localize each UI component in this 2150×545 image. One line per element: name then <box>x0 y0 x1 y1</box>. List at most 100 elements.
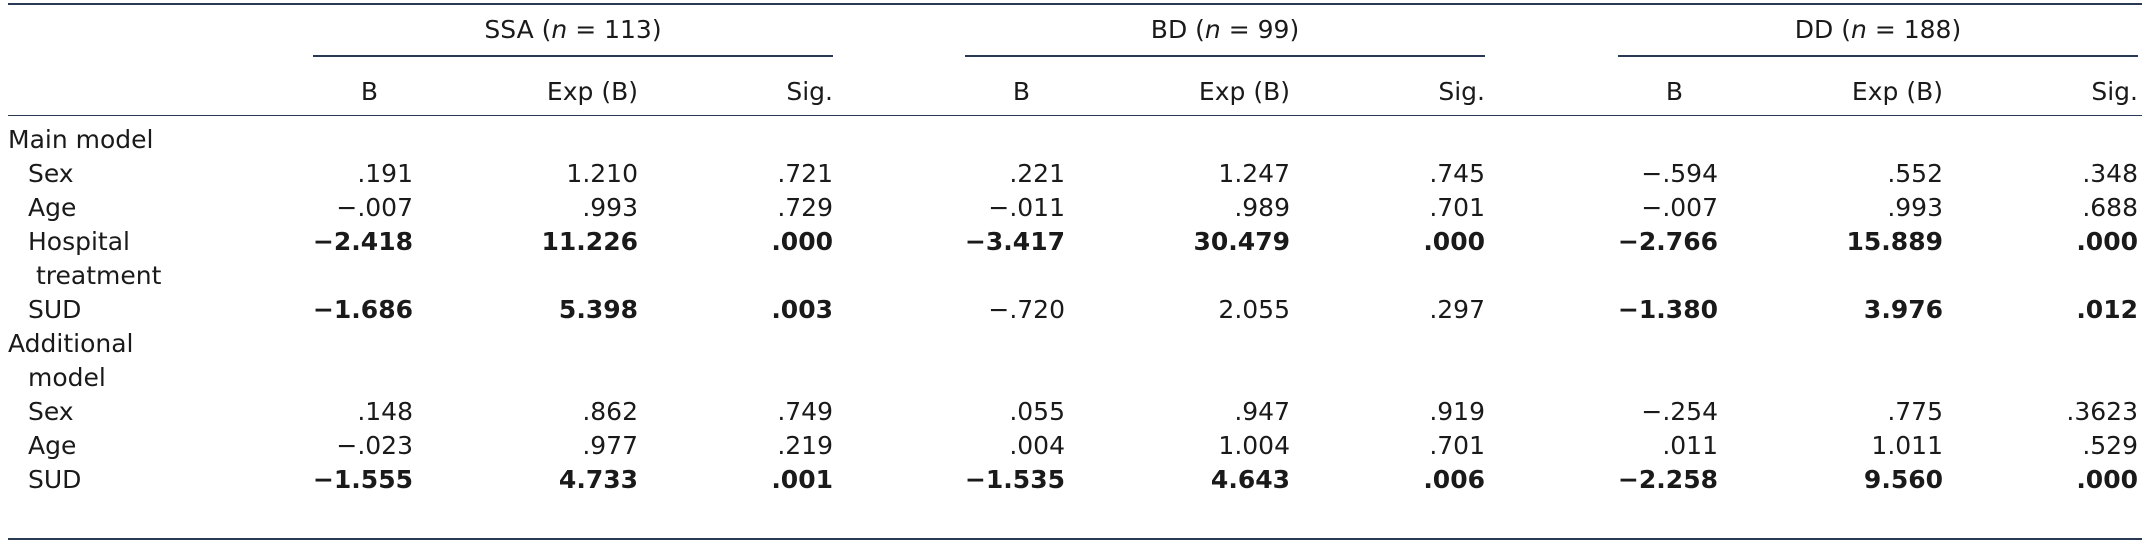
regression-table: SSA (n = 113) BD (n = 99) DD (n = 188) B… <box>8 0 2142 545</box>
group-header-bd: BD (n = 99) <box>1150 15 1300 44</box>
table-cell: .919 <box>1429 397 1485 426</box>
table-cell: .055 <box>1009 397 1065 426</box>
table-cell: .947 <box>1234 397 1290 426</box>
group-rule-ssa <box>313 55 833 57</box>
table-cell: −2.258 <box>1617 465 1718 494</box>
col-header-expb: Exp (B) <box>1198 77 1290 106</box>
table-cell: .688 <box>2082 193 2138 222</box>
table-cell: −2.418 <box>312 227 413 256</box>
table-cell: .000 <box>1423 227 1485 256</box>
table-cell: .993 <box>1887 193 1943 222</box>
table-cell: −.023 <box>336 431 413 460</box>
table-cell: −2.766 <box>1617 227 1718 256</box>
row-label-cont: treatment <box>36 261 162 290</box>
group-header-dd: DD (n = 188) <box>1794 15 1962 44</box>
table-cell: .006 <box>1423 465 1485 494</box>
row-label: Age <box>28 193 77 222</box>
table-cell: −1.686 <box>312 295 413 324</box>
col-header-expb: Exp (B) <box>1851 77 1943 106</box>
section-title: Additional <box>8 329 134 358</box>
table-cell: 4.733 <box>558 465 638 494</box>
col-header-b: B <box>360 77 378 106</box>
table-cell: −.007 <box>336 193 413 222</box>
col-header-b: B <box>1012 77 1030 106</box>
header-rule <box>8 115 2142 116</box>
table-cell: 3.976 <box>1863 295 1943 324</box>
table-cell: 4.643 <box>1210 465 1290 494</box>
table-cell: .000 <box>771 227 833 256</box>
table-cell: .148 <box>357 397 413 426</box>
table-cell: 1.004 <box>1218 431 1290 460</box>
col-header-b: B <box>1665 77 1683 106</box>
table-cell: −.007 <box>1641 193 1718 222</box>
group-rule-bd <box>965 55 1485 57</box>
row-label: Age <box>28 431 77 460</box>
table-cell: 9.560 <box>1863 465 1943 494</box>
table-cell: −1.380 <box>1617 295 1718 324</box>
row-label: SUD <box>28 465 82 494</box>
table-cell: −.594 <box>1641 159 1718 188</box>
table-row: SUD −1.555 4.733 .001 −1.535 4.643 .006 −2.258 9… <box>8 463 2142 497</box>
table-cell: .721 <box>777 159 833 188</box>
table-cell: .000 <box>2076 227 2138 256</box>
table-row: Age −.023 .977 .219 .004 1.004 .701 .011 1.011 .5… <box>8 429 2142 463</box>
table-cell: −.254 <box>1641 397 1718 426</box>
col-header-sig: Sig. <box>786 77 833 106</box>
table-cell: .729 <box>777 193 833 222</box>
col-header-sig: Sig. <box>2091 77 2138 106</box>
table-cell: 11.226 <box>541 227 638 256</box>
table-cell: .529 <box>2082 431 2138 460</box>
table-cell: .001 <box>771 465 833 494</box>
table-cell: .297 <box>1429 295 1485 324</box>
top-rule <box>8 3 2142 5</box>
table-cell: .221 <box>1009 159 1065 188</box>
table-cell: .191 <box>357 159 413 188</box>
table-cell: −.720 <box>988 295 1065 324</box>
table-cell: −.011 <box>988 193 1065 222</box>
col-header-expb: Exp (B) <box>546 77 638 106</box>
table-cell: .745 <box>1429 159 1485 188</box>
group-rule-dd <box>1618 55 2138 57</box>
table-cell: .011 <box>1662 431 1718 460</box>
table-cell: .552 <box>1887 159 1943 188</box>
table-cell: .977 <box>582 431 638 460</box>
table-cell: .701 <box>1429 193 1485 222</box>
table-cell: −1.555 <box>312 465 413 494</box>
table-cell: 2.055 <box>1218 295 1290 324</box>
table-row: Hospital −2.418 11.226 .000 −3.417 30.479 .000… <box>8 225 2142 259</box>
table-cell: .348 <box>2082 159 2138 188</box>
table-cell: .993 <box>582 193 638 222</box>
col-header-sig: Sig. <box>1438 77 1485 106</box>
table-cell: .003 <box>771 295 833 324</box>
table-cell: 1.210 <box>566 159 638 188</box>
row-label: Sex <box>28 159 74 188</box>
section-title-cont: model <box>28 363 106 392</box>
table-row: Age −.007 .993 .729 −.011 .989 .701 −.007 .993 .6… <box>8 191 2142 225</box>
group-header-ssa: SSA (n = 113) <box>484 15 662 44</box>
table-cell: .701 <box>1429 431 1485 460</box>
table-cell: .862 <box>582 397 638 426</box>
table-cell: −3.417 <box>964 227 1065 256</box>
table-cell: .219 <box>777 431 833 460</box>
table-cell: 15.889 <box>1846 227 1943 256</box>
table-cell: 5.398 <box>558 295 638 324</box>
table-cell: 30.479 <box>1193 227 1290 256</box>
section-title: Main model <box>8 125 154 154</box>
table-cell: .989 <box>1234 193 1290 222</box>
table-cell: 1.011 <box>1871 431 1943 460</box>
table-cell: .749 <box>777 397 833 426</box>
table-cell: −1.535 <box>964 465 1065 494</box>
table-row: Sex .148 .862 .749 .055 .947 .919 −.254 .775 .362… <box>8 395 2142 429</box>
table-cell: 1.247 <box>1218 159 1290 188</box>
bottom-rule <box>8 538 2142 540</box>
table-cell: .3623 <box>2066 397 2138 426</box>
table-row: SUD −1.686 5.398 .003 −.720 2.055 .297 −1.380 3.… <box>8 293 2142 327</box>
table-cell: .012 <box>2076 295 2138 324</box>
row-label: SUD <box>28 295 82 324</box>
table-cell: .000 <box>2076 465 2138 494</box>
row-label: Hospital <box>28 227 131 256</box>
table-row: Sex .191 1.210 .721 .221 1.247 .745 −.594 .552 .3… <box>8 157 2142 191</box>
table-cell: .775 <box>1887 397 1943 426</box>
row-label: Sex <box>28 397 74 426</box>
table-cell: .004 <box>1009 431 1065 460</box>
